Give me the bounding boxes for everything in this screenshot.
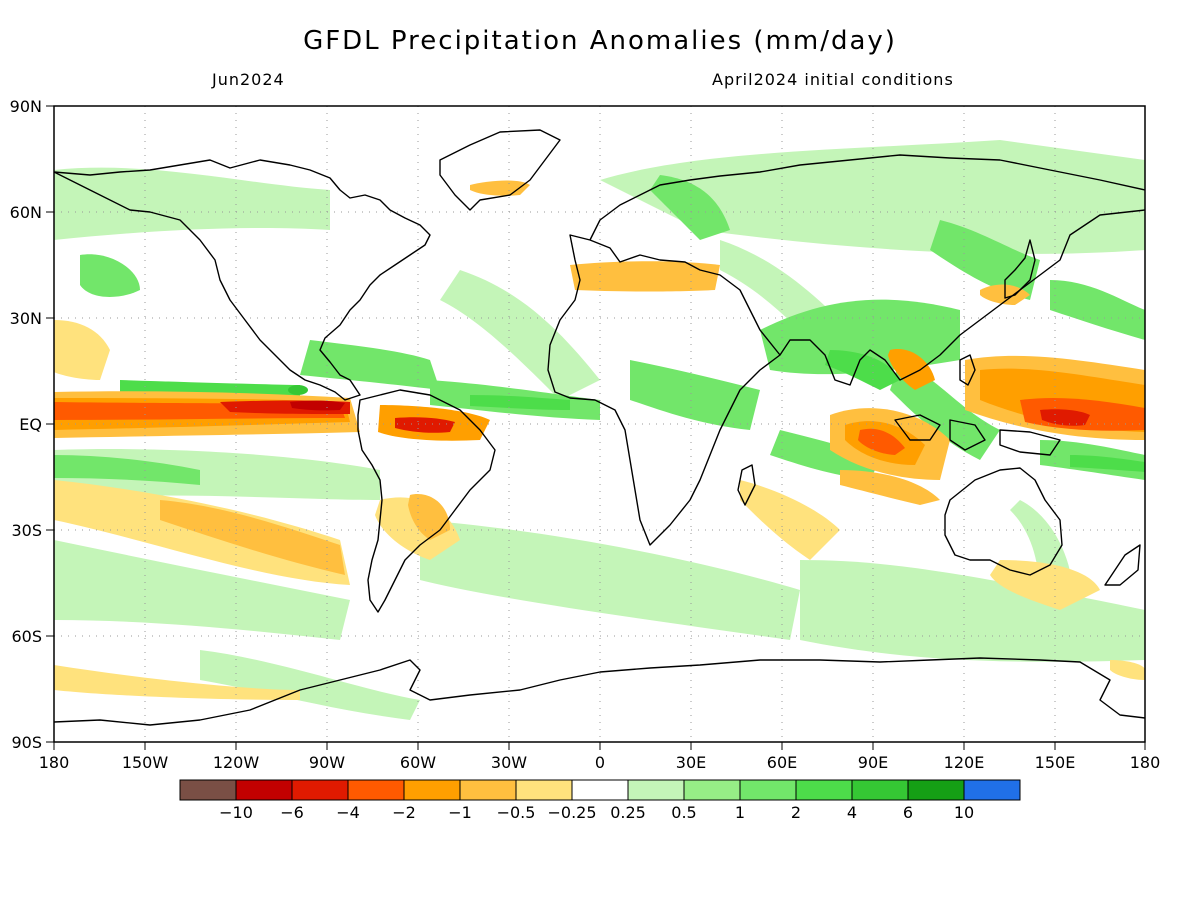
colorbar-swatch — [627, 779, 685, 801]
philippines-coastline — [959, 354, 976, 386]
colorbar-swatch — [403, 779, 461, 801]
lon-label: 150W — [122, 753, 169, 772]
lat-label: 30N — [10, 309, 42, 328]
lon-label: 180 — [1130, 753, 1161, 772]
new-zealand-coastline — [1104, 544, 1141, 586]
colorbar-swatch — [907, 779, 965, 801]
colorbar-swatch — [459, 779, 517, 801]
colorbar-label: 2 — [791, 803, 801, 822]
lat-label: 60S — [11, 627, 42, 646]
colorbar-swatch — [795, 779, 853, 801]
eurasia-coastline — [589, 154, 1145, 386]
maritime-continent-coastline — [894, 414, 1061, 456]
colorbar-label: −4 — [336, 803, 360, 822]
colorbar-label: 10 — [954, 803, 974, 822]
coastlines — [54, 129, 1145, 726]
colorbar-label: −6 — [280, 803, 304, 822]
australia-coastline — [944, 467, 1063, 576]
lon-label: 150E — [1035, 753, 1076, 772]
longitude-labels: 180 150W 120W 90W 60W 30W 0 30E 60E 90E … — [39, 753, 1161, 772]
lat-label: 90N — [10, 97, 42, 116]
colorbar-swatch — [235, 779, 293, 801]
south-america-coastline — [357, 389, 496, 613]
map-title: GFDL Precipitation Anomalies (mm/day) — [303, 26, 897, 56]
forecast-month: Jun2024 — [212, 70, 285, 89]
colorbar-label: −2 — [392, 803, 416, 822]
lat-label: EQ — [19, 415, 42, 434]
western-pacific-dry-patch — [888, 349, 1145, 440]
japan-coastline — [1004, 239, 1036, 299]
lon-label: 60E — [767, 753, 797, 772]
lon-label: 180 — [39, 753, 70, 772]
colorbar-swatch — [179, 779, 237, 801]
colorbar-swatch — [683, 779, 741, 801]
lon-label: 120E — [944, 753, 985, 772]
lon-label: 30E — [676, 753, 706, 772]
amazon-dry-patch — [378, 405, 490, 441]
colorbar-swatch — [739, 779, 797, 801]
lon-label: 30W — [491, 753, 527, 772]
colorbar-swatch — [963, 779, 1021, 801]
colorbar-label: −0.5 — [497, 803, 536, 822]
strongest-green-patches — [288, 385, 308, 395]
colorbar-label: 6 — [903, 803, 913, 822]
colorbar-label: 0.25 — [610, 803, 646, 822]
initial-conditions-label: April2024 initial conditions — [712, 70, 954, 89]
madagascar-coastline — [737, 464, 756, 506]
anomaly-field — [54, 140, 1145, 720]
colorbar-label: −10 — [219, 803, 253, 822]
north-america-coastline — [54, 159, 431, 401]
africa-europe-coastline — [547, 234, 781, 546]
colorbar-swatch — [571, 779, 629, 801]
colorbar: −10 −6 −4 −2 −1 −0.5 −0.25 0.25 0.5 1 2 4 6 10 — [179, 779, 1021, 822]
colorbar-label: −0.25 — [547, 803, 596, 822]
antarctica-coastline — [54, 657, 1145, 726]
lon-label: 120W — [213, 753, 260, 772]
lon-label: 90W — [309, 753, 345, 772]
greenland-coastline — [439, 129, 561, 211]
lon-label: 90E — [858, 753, 888, 772]
lat-label: 90S — [11, 733, 42, 752]
lon-label: 60W — [400, 753, 436, 772]
colorbar-swatch — [291, 779, 349, 801]
tick-marks — [46, 105, 1146, 750]
lat-label: 30S — [11, 521, 42, 540]
colorbar-swatch — [515, 779, 573, 801]
colorbar-label: 1 — [735, 803, 745, 822]
colorbar-label: 4 — [847, 803, 857, 822]
colorbar-swatch — [851, 779, 909, 801]
colorbar-swatch — [347, 779, 405, 801]
lon-label: 0 — [595, 753, 605, 772]
latitude-labels: 90N 60N 30N EQ 30S 60S 90S — [10, 97, 42, 752]
colorbar-label: 0.5 — [671, 803, 696, 822]
colorbar-label: −1 — [448, 803, 472, 822]
indian-ocean-dry-patch — [830, 408, 950, 480]
lat-label: 60N — [10, 203, 42, 222]
equatorial-pacific-dry-band — [54, 391, 360, 438]
